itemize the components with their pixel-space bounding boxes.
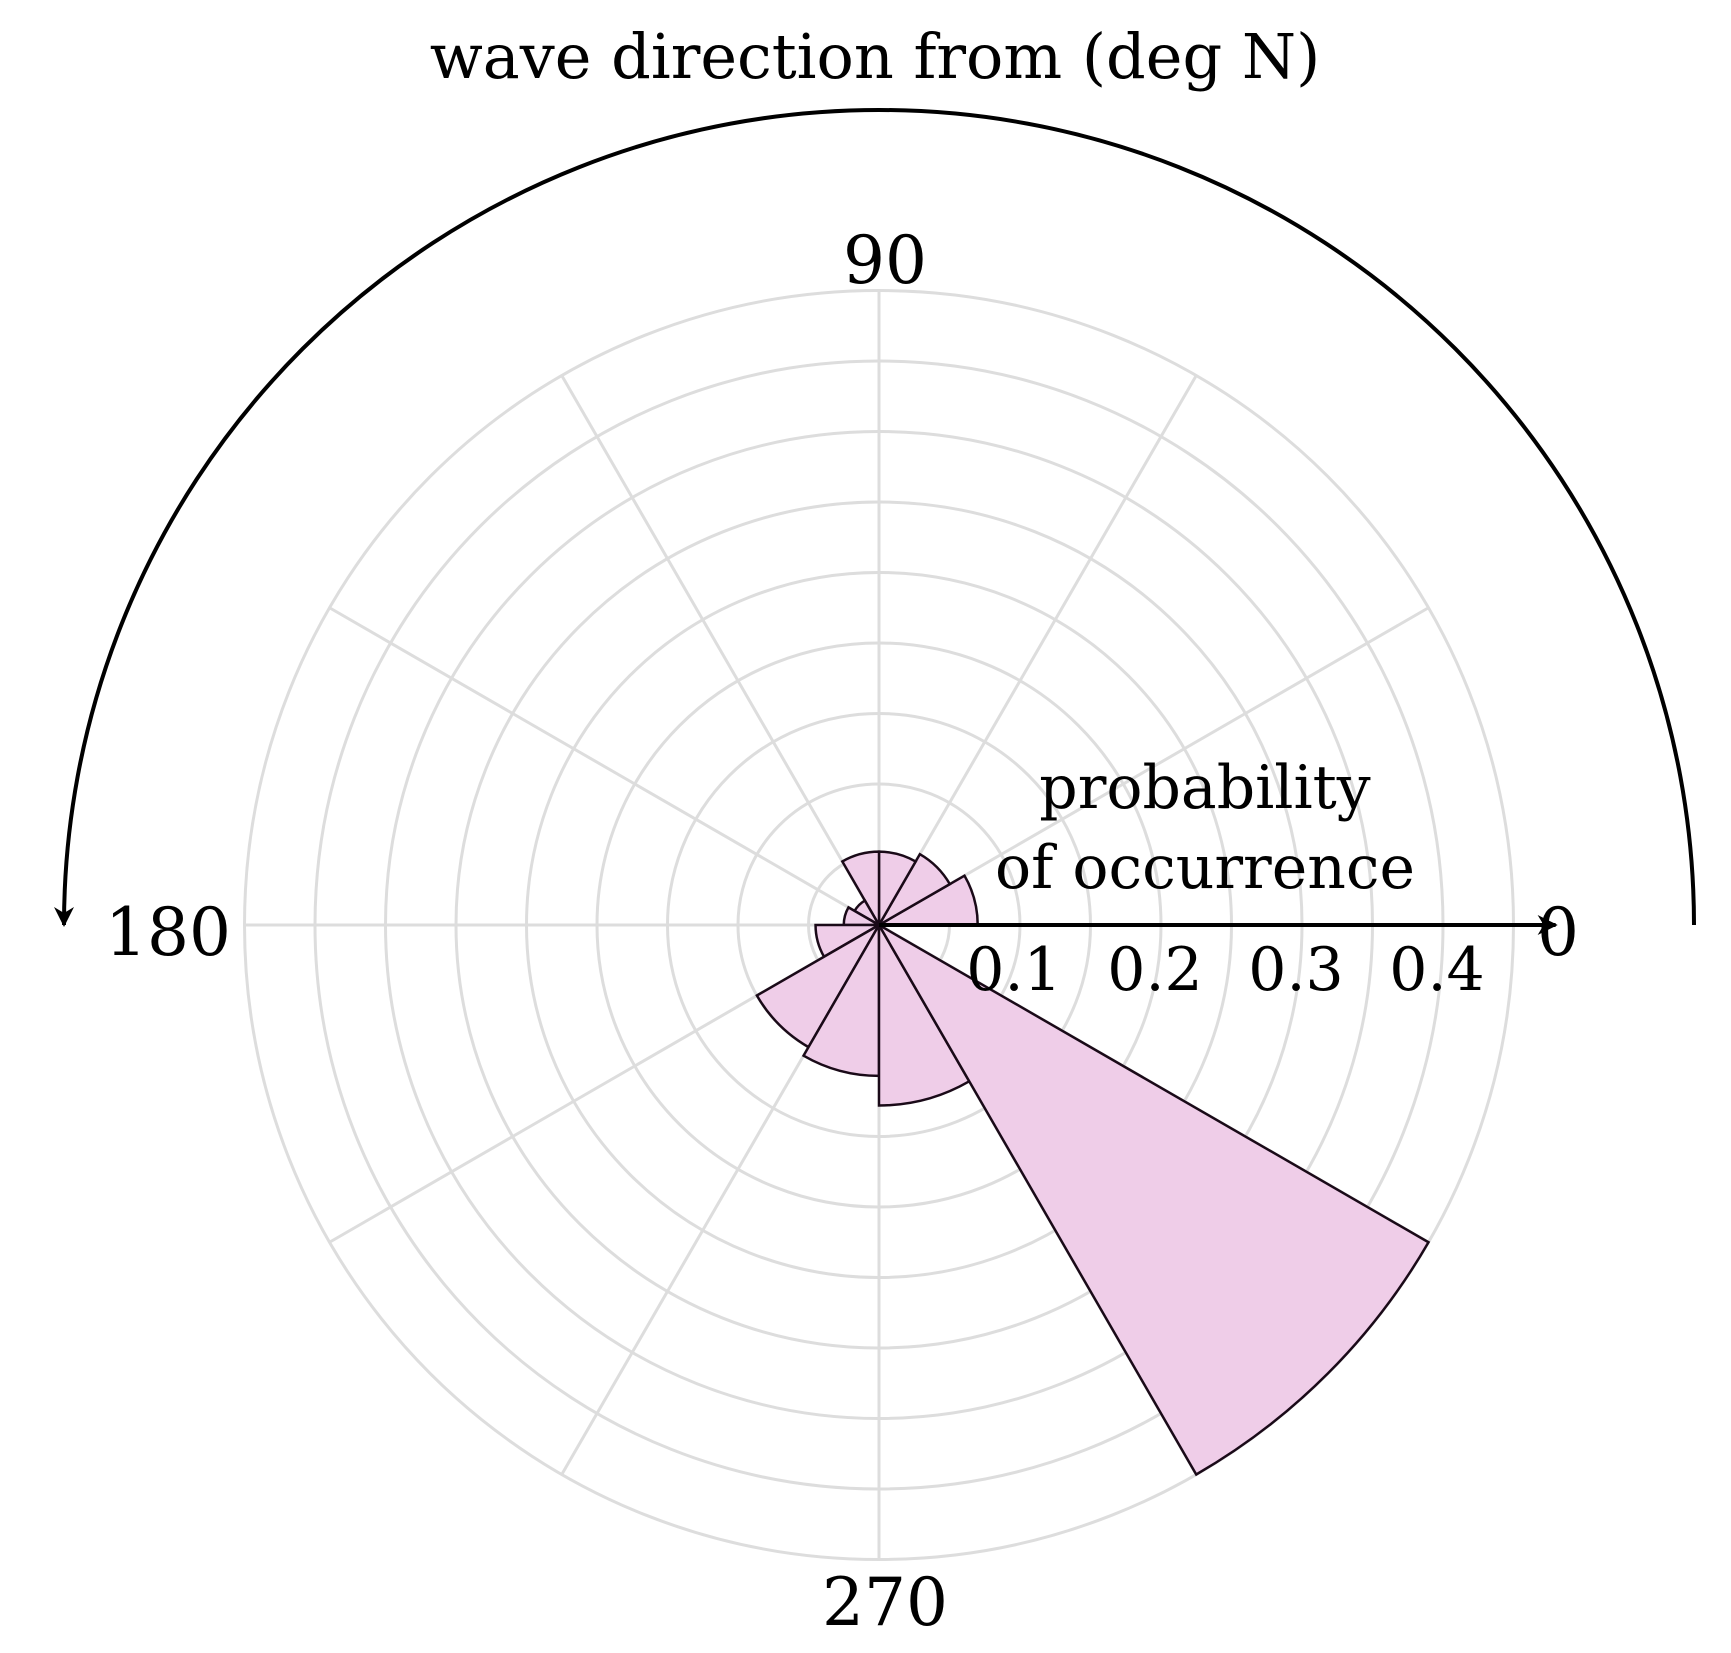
grid-spoke — [328, 606, 880, 927]
radial-axis-label-line-1: probability — [1039, 753, 1370, 823]
grid-spoke — [560, 374, 881, 926]
chart-title: wave direction from (deg N) — [430, 20, 1321, 93]
axes — [54, 108, 1696, 935]
radial-tick-label: 0.1 — [966, 935, 1061, 1005]
angular-tick-label: 270 — [822, 1564, 948, 1641]
radial-axis-label-line-2: of occurrence — [995, 833, 1415, 903]
radial-tick-label: 0.4 — [1389, 935, 1484, 1005]
tick-labels: 0 90 180 270 0.1 0.2 0.3 0.4 — [105, 222, 1579, 1641]
grid-spoke — [878, 606, 1430, 927]
direction-arc-arrow — [54, 108, 1696, 927]
angular-tick-label: 0 — [1537, 894, 1579, 971]
angular-tick-label: 180 — [105, 894, 231, 971]
grid-spoke — [877, 374, 1198, 926]
sector — [877, 920, 971, 1107]
angular-tick-label: 90 — [843, 222, 927, 299]
radial-tick-label: 0.3 — [1248, 935, 1343, 1005]
labels: wave direction from (deg N) probability … — [430, 20, 1415, 903]
probability-sectors — [755, 850, 1431, 1477]
sector — [875, 852, 952, 929]
radial-tick-label: 0.2 — [1107, 935, 1202, 1005]
sector — [875, 921, 1431, 1477]
